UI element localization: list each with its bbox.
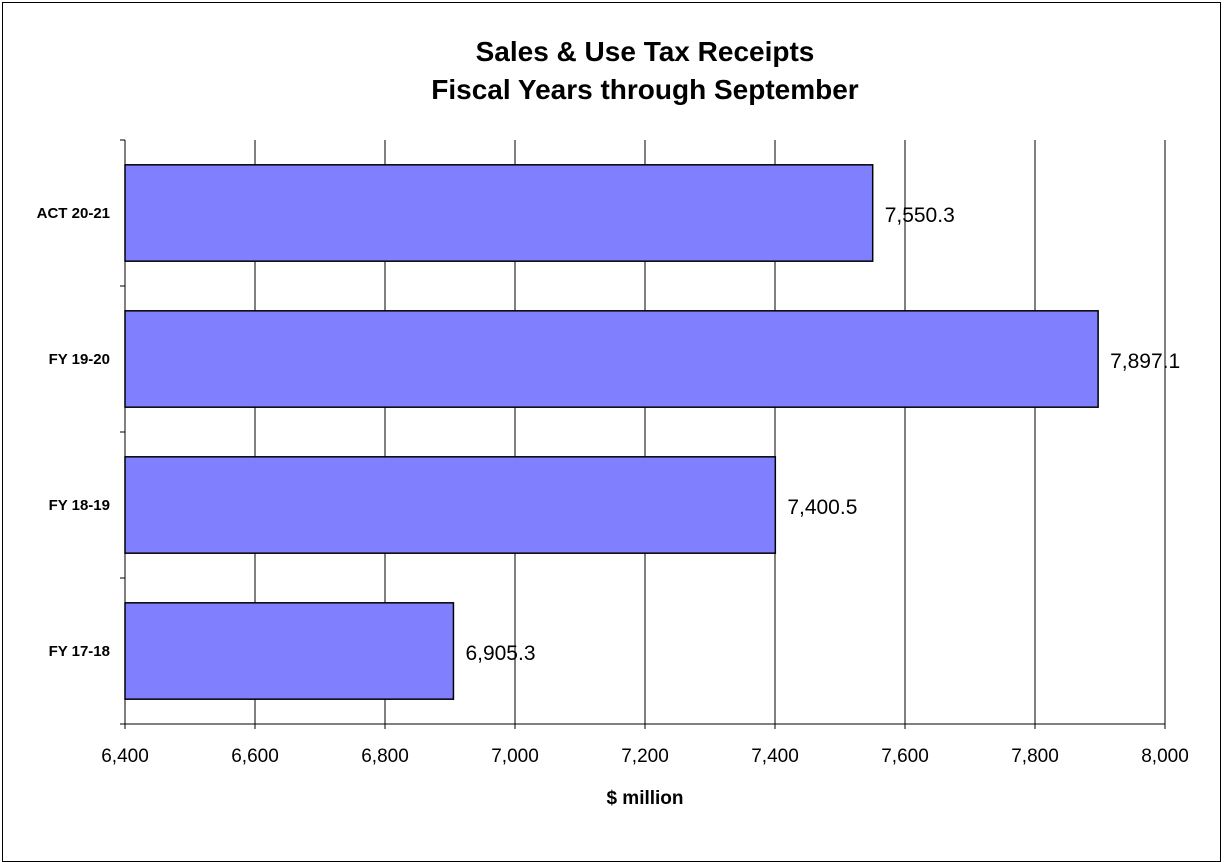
x-tick-label: 7,400 xyxy=(751,746,799,767)
chart-title-line-1: Sales & Use Tax Receipts xyxy=(475,36,815,67)
x-tick-label: 6,800 xyxy=(361,746,409,767)
chart-title-line-2: Fiscal Years through September xyxy=(431,74,859,105)
x-tick-label: 6,400 xyxy=(101,746,149,767)
x-tick-label: 7,000 xyxy=(491,746,539,767)
y-tick-label: ACT 20-21 xyxy=(37,205,110,222)
bar xyxy=(124,456,777,554)
x-tick-label: 7,600 xyxy=(881,746,929,767)
x-tick-label: 6,600 xyxy=(231,746,279,767)
y-tick-label: FY 19-20 xyxy=(49,351,110,368)
x-tick-label: 7,200 xyxy=(621,746,669,767)
data-label: 6,905.3 xyxy=(465,642,535,665)
x-tick-label: 7,800 xyxy=(1011,746,1059,767)
bar xyxy=(124,602,455,700)
data-label: 7,400.5 xyxy=(787,496,857,519)
y-tick-label: FY 18-19 xyxy=(49,497,110,514)
x-tick-label: 8,000 xyxy=(1141,746,1189,767)
data-label: 7,550.3 xyxy=(885,204,955,227)
x-axis-label: $ million xyxy=(606,788,684,809)
y-tick-label: FY 17-18 xyxy=(49,643,110,660)
bar xyxy=(124,310,1099,408)
data-label: 7,897.1 xyxy=(1110,350,1180,373)
bar xyxy=(124,164,874,262)
